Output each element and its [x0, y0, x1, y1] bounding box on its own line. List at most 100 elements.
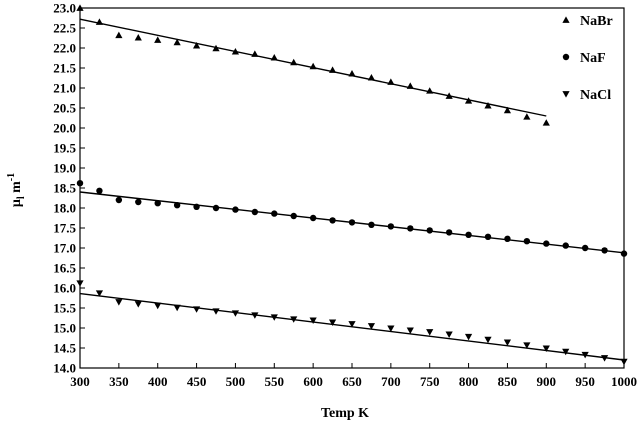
data-point-nabr — [231, 48, 240, 55]
data-point-nabr — [192, 42, 201, 49]
data-point-nacl — [173, 304, 181, 312]
data-point-nabr — [503, 106, 512, 114]
data-point-naf — [387, 223, 395, 230]
legend-marker-nabr — [562, 16, 570, 23]
y-tick-label: 20.5 — [53, 101, 76, 116]
y-tick-label: 14.5 — [53, 341, 76, 356]
data-point-nabr — [464, 97, 473, 104]
data-point-nacl — [445, 331, 453, 338]
data-point-nabr — [387, 78, 395, 85]
data-point-naf — [348, 219, 356, 226]
y-axis-title: μl m-1 — [6, 173, 27, 207]
data-point-nacl — [192, 306, 201, 313]
data-markers — [76, 4, 628, 366]
data-point-nacl — [367, 323, 376, 330]
data-point-nacl — [328, 319, 337, 326]
y-tick-label: 21.5 — [53, 61, 76, 76]
data-point-naf — [329, 217, 336, 224]
data-point-nabr — [367, 74, 376, 81]
y-axis: 14.0 14.5 15.0 15.5 16.0 16.5 17.0 17.5 18.0 18.5… — [53, 1, 85, 376]
x-tick-label: 700 — [381, 374, 401, 389]
x-axis: 300 350 400 450 500 550 600 650 700 750 800 850 900 9… — [70, 363, 637, 389]
y-tick-label: 22.5 — [53, 21, 76, 36]
legend-marker-nacl — [562, 91, 570, 98]
legend-label-nabr: NaBr — [580, 14, 613, 29]
data-point-nacl — [309, 317, 317, 324]
data-point-nabr — [173, 38, 181, 46]
data-point-nacl — [484, 336, 492, 344]
y-axis-title-symbol: μ — [9, 199, 24, 207]
legend-label-nacl: NaCl — [580, 88, 611, 103]
data-point-naf — [543, 240, 550, 247]
y-axis-title-unit: m — [9, 181, 24, 197]
y-tick-label: 21.0 — [53, 81, 76, 96]
data-point-nabr — [445, 92, 453, 99]
x-tick-label: 750 — [420, 374, 440, 389]
x-tick-label: 350 — [109, 374, 129, 389]
y-tick-label: 19.0 — [53, 161, 76, 176]
y-tick-label: 16.0 — [53, 281, 76, 296]
data-point-nabr — [542, 119, 550, 126]
data-point-nabr — [523, 113, 531, 120]
y-axis-title-subscript: l — [16, 196, 27, 199]
data-point-nacl — [115, 299, 123, 306]
x-tick-label: 900 — [537, 374, 557, 389]
data-point-nabr — [484, 102, 492, 109]
data-point-nabr — [270, 54, 278, 61]
plot-border — [79, 7, 625, 369]
data-point-nacl — [251, 312, 259, 319]
data-point-nabr — [76, 4, 84, 11]
data-point-naf — [96, 187, 103, 194]
data-point-nabr — [309, 62, 317, 70]
x-tick-label: 800 — [459, 374, 479, 389]
y-tick-label: 14.0 — [53, 361, 76, 376]
x-tick-label: 450 — [187, 374, 207, 389]
data-point-naf — [484, 233, 492, 240]
data-point-naf — [504, 235, 511, 242]
x-tick-label: 550 — [265, 374, 285, 389]
y-tick-label: 19.5 — [53, 141, 76, 156]
data-point-naf — [251, 208, 259, 216]
data-point-nacl — [76, 280, 84, 287]
data-point-naf — [426, 227, 433, 234]
x-tick-label: 500 — [226, 374, 246, 389]
data-point-naf — [271, 210, 278, 217]
data-point-naf — [562, 242, 569, 249]
data-point-nacl — [406, 327, 414, 334]
data-point-naf — [368, 221, 375, 228]
data-point-nacl — [523, 342, 531, 349]
data-point-nacl — [387, 325, 395, 332]
data-point-nacl — [348, 321, 356, 328]
data-point-nabr — [406, 82, 414, 89]
data-point-naf — [212, 204, 220, 212]
data-point-nacl — [134, 301, 142, 308]
data-point-nacl — [154, 302, 162, 310]
y-axis-title-superscript: -1 — [6, 173, 17, 181]
data-point-naf — [601, 247, 608, 254]
x-tick-label: 400 — [148, 374, 168, 389]
x-tick-label: 600 — [303, 374, 323, 389]
data-point-naf — [445, 229, 453, 236]
x-tick-label: 850 — [498, 374, 518, 389]
data-point-nacl — [231, 310, 240, 317]
data-point-nabr — [95, 18, 104, 25]
y-tick-label: 20.0 — [53, 121, 76, 136]
data-point-nacl — [270, 314, 278, 321]
y-tick-label: 17.0 — [53, 241, 76, 256]
data-point-naf — [620, 250, 628, 257]
data-point-nacl — [95, 290, 104, 297]
data-point-naf — [154, 200, 161, 207]
plot-area — [79, 7, 625, 369]
data-point-nacl — [464, 333, 473, 341]
x-tick-label: 650 — [342, 374, 362, 389]
data-point-naf — [115, 196, 123, 204]
y-tick-label: 18.0 — [53, 201, 76, 216]
data-point-naf — [290, 212, 297, 220]
data-point-nacl — [503, 339, 512, 346]
data-point-nabr — [115, 31, 123, 39]
y-tick-label: 15.0 — [53, 321, 76, 336]
data-point-nabr — [348, 70, 356, 77]
data-point-nacl — [600, 355, 609, 362]
data-point-nacl — [562, 348, 570, 356]
